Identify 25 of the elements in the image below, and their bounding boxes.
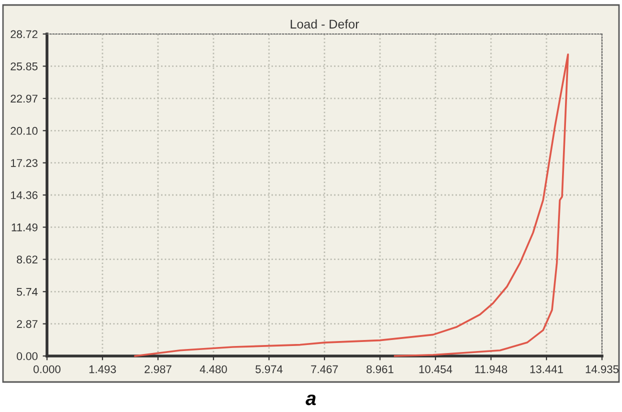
text: a bbox=[306, 394, 316, 406]
line-series bbox=[134, 54, 569, 357]
y-tick-label: 11.49 bbox=[12, 223, 38, 232]
y-tick-label: 28.72 bbox=[10, 30, 38, 38]
x-tick-label: 0.000 bbox=[34, 365, 60, 374]
y-tick-label: 2.87 bbox=[16, 320, 38, 328]
x-tick-label: 5.974 bbox=[256, 365, 283, 374]
chart-title: Load - Defor bbox=[290, 19, 360, 29]
x-tick-label: 4.480 bbox=[200, 365, 227, 374]
y-tick-label: 5.74 bbox=[16, 288, 38, 296]
x-tick-label: 1.493 bbox=[89, 365, 116, 374]
y-tick-label: 0.00 bbox=[16, 352, 38, 360]
x-tick-label: 8.961 bbox=[366, 365, 394, 374]
x-tick-label: 11.948 bbox=[475, 365, 508, 374]
y-tick-label: 14.36 bbox=[11, 191, 38, 200]
y-tick-label: 8.62 bbox=[16, 256, 38, 264]
x-tick-label: 10.454 bbox=[419, 365, 452, 374]
x-tick-label: 2.987 bbox=[144, 365, 172, 374]
y-tick-label: 17.23 bbox=[11, 159, 38, 167]
x-tick-label: 13.441 bbox=[530, 365, 563, 374]
y-tick-label: 22.97 bbox=[10, 94, 38, 103]
x-tick-label: 14.935 bbox=[586, 365, 619, 374]
y-tick-label: 25.85 bbox=[10, 62, 38, 70]
y-tick-label: 20.10 bbox=[10, 126, 38, 135]
x-tick-label: 7.467 bbox=[311, 365, 338, 374]
